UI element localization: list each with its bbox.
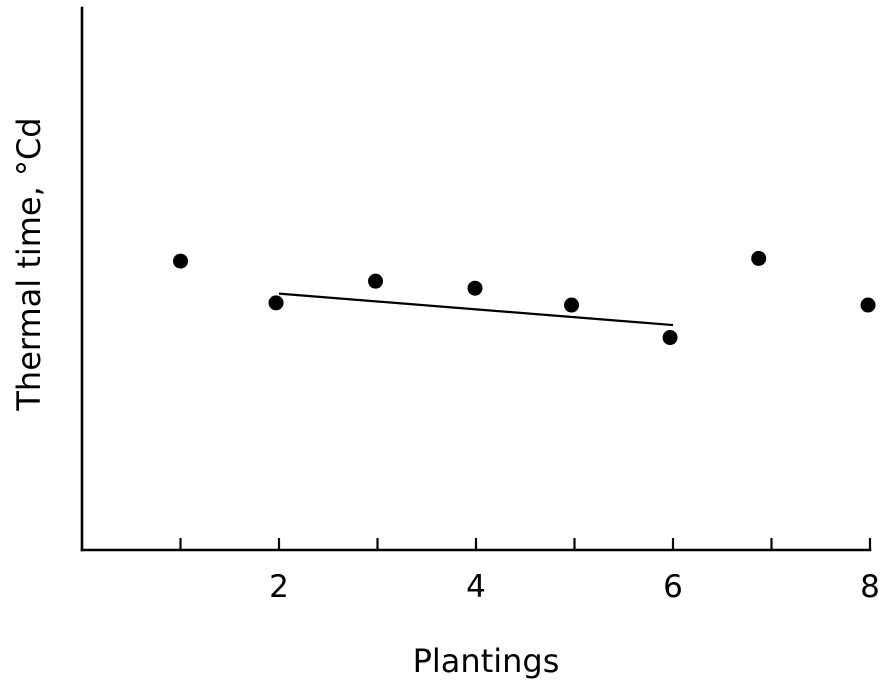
x-tick-labels: 2 4 6 8 — [269, 569, 880, 605]
data-point — [268, 295, 284, 311]
trend-line — [278, 292, 674, 327]
data-point — [662, 330, 678, 346]
x-tick-label: 6 — [663, 569, 683, 605]
data-point — [860, 297, 876, 313]
x-tick-label: 4 — [466, 569, 486, 605]
data-point — [564, 297, 580, 313]
x-tick-label: 8 — [860, 569, 880, 605]
x-axis-label: Plantings — [413, 642, 560, 680]
x-ticks — [179, 538, 872, 550]
data-point — [173, 253, 188, 269]
data-point — [751, 250, 767, 266]
data-points — [173, 250, 876, 346]
y-axis-label: Thermal time, °Cd — [10, 117, 48, 411]
x-tick-label: 2 — [269, 569, 289, 605]
data-point — [368, 273, 384, 289]
data-point — [467, 280, 483, 296]
